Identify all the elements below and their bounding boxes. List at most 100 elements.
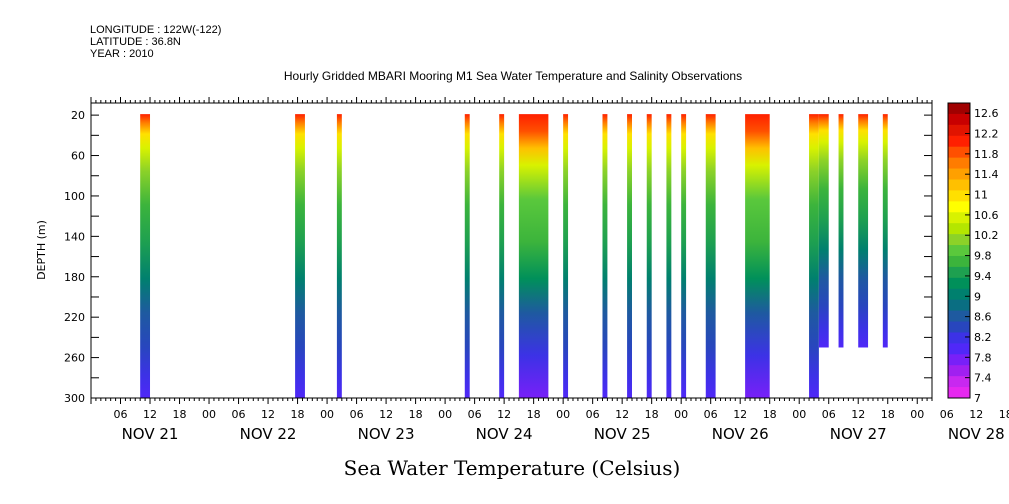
data-column-12 (705, 114, 716, 398)
colorbar-label: 9.8 (974, 250, 992, 263)
y-tick-label: 180 (64, 271, 85, 284)
x-hour-label: 06 (704, 408, 718, 421)
x-hour-label: 06 (586, 408, 600, 421)
y-tick-label: 100 (64, 190, 85, 203)
data-column-15 (818, 114, 829, 348)
x-hour-label: 00 (556, 408, 570, 421)
x-hour-label: 06 (114, 408, 128, 421)
colorbar-swatch (948, 212, 970, 224)
x-hour-label: 18 (881, 408, 895, 421)
x-hour-label: 06 (940, 408, 954, 421)
data-column-14 (809, 114, 819, 398)
colorbar-swatch (948, 135, 970, 148)
colorbar-label: 11.8 (974, 148, 999, 161)
data-column-1 (295, 114, 305, 398)
x-axis-label: Sea Water Temperature (Celsius) (344, 456, 681, 480)
data-column-17 (858, 114, 869, 348)
x-day-label: NOV 26 (712, 425, 769, 443)
colorbar-swatch (948, 332, 970, 344)
colorbar-swatch (948, 365, 970, 377)
longitude-label: LONGITUDE : 122W(-122) (90, 24, 222, 36)
data-column-11 (681, 114, 687, 398)
colorbar-swatch (948, 387, 970, 399)
x-hour-label: 00 (674, 408, 688, 421)
colorbar-swatch (948, 124, 970, 137)
colorbar-swatch (948, 310, 970, 323)
x-hour-label: 18 (645, 408, 659, 421)
x-hour-label: 18 (999, 408, 1009, 421)
colorbar-label: 12.6 (974, 107, 999, 120)
x-hour-label: 00 (320, 408, 334, 421)
data-column-16 (838, 114, 844, 348)
x-hour-label: 18 (173, 408, 187, 421)
plot-axes (90, 102, 933, 399)
colorbar-swatch (948, 299, 970, 312)
y-axis-label: DEPTH (m) (35, 220, 48, 280)
data-column-13 (745, 114, 770, 398)
colorbar-swatch (948, 168, 970, 180)
x-hour-label: 06 (350, 408, 364, 421)
x-day-label: NOV 28 (948, 425, 1005, 443)
y-tick-label: 300 (64, 392, 85, 405)
colorbar-label: 8.6 (974, 311, 992, 324)
colorbar-swatch (948, 321, 970, 333)
colorbar-swatch (948, 113, 970, 126)
colorbar-swatch (948, 288, 970, 301)
x-day-label: NOV 21 (122, 425, 179, 443)
colorbar: 12.6 12.2 11.8 11.4 11 10.6 10.2 9.8 9.4 9 8.6 8.2 7… (947, 102, 999, 405)
colorbar-label: 7.8 (974, 351, 992, 364)
x-hour-label: 12 (851, 408, 865, 421)
data-column-9 (646, 114, 652, 398)
colorbar-frame (947, 102, 971, 399)
y-tick-label: 140 (64, 230, 85, 243)
x-hour-label: 18 (763, 408, 777, 421)
colorbar-swatch (948, 146, 970, 159)
colorbar-label: 7.4 (974, 372, 992, 385)
data-column-5 (518, 114, 549, 398)
colorbar-swatch (948, 201, 970, 213)
x-day-label: NOV 27 (830, 425, 887, 443)
colorbar-swatch (948, 343, 970, 355)
x-day-label: NOV 22 (240, 425, 297, 443)
y-tick-label: 60 (71, 150, 85, 163)
data-column-4 (499, 114, 505, 398)
colorbar-label: 10.6 (974, 209, 999, 222)
colorbar-swatch (948, 266, 970, 279)
chart-title: Hourly Gridded MBARI Mooring M1 Sea Wate… (284, 69, 742, 83)
x-hour-label: 18 (291, 408, 305, 421)
meta-block: LONGITUDE : 122W(-122) LATITUDE : 36.8N … (90, 24, 221, 60)
colorbar-label: 11.4 (974, 168, 999, 181)
colorbar-label: 9 (974, 290, 981, 303)
x-day-label: NOV 23 (358, 425, 415, 443)
x-hour-label: 18 (409, 408, 423, 421)
colorbar-swatch (948, 245, 970, 257)
x-hour-label: 00 (792, 408, 806, 421)
colorbar-swatch (948, 179, 970, 191)
data-column-3 (464, 114, 470, 398)
colorbar-swatch (948, 157, 970, 170)
x-day-label: NOV 25 (594, 425, 651, 443)
x-hour-label: 12 (615, 408, 629, 421)
x-hour-label: 12 (379, 408, 393, 421)
x-hour-label: 18 (527, 408, 541, 421)
colorbar-swatch (948, 190, 970, 202)
data-columns (140, 114, 888, 398)
colorbar-label: 12.2 (974, 128, 999, 141)
data-column-2 (336, 114, 342, 398)
colorbar-swatch (948, 255, 970, 268)
y-tick-label: 260 (64, 352, 85, 365)
colorbar-swatch (948, 234, 970, 246)
x-hour-label: 06 (822, 408, 836, 421)
colorbar-swatch (948, 277, 970, 290)
data-column-0 (140, 114, 151, 398)
y-axis-ticks: 20 60 100 140 180 220 260 300 (64, 109, 932, 405)
y-tick-label: 220 (64, 311, 85, 324)
x-hour-label: 12 (497, 408, 511, 421)
x-hour-label: 12 (733, 408, 747, 421)
colorbar-label: 7 (974, 392, 981, 405)
x-hour-label: 12 (969, 408, 983, 421)
x-hour-label: 12 (261, 408, 275, 421)
y-tick-label: 20 (71, 109, 85, 122)
x-hour-label: 00 (202, 408, 216, 421)
latitude-label: LATITUDE : 36.8N (90, 36, 181, 48)
